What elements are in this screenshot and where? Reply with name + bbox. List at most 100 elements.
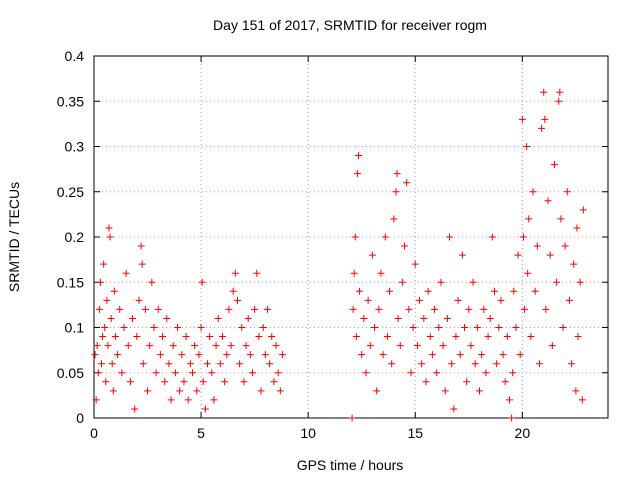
data-point (388, 360, 396, 368)
data-point (124, 342, 132, 350)
data-point (364, 296, 372, 304)
data-point (150, 324, 158, 331)
data-point (568, 360, 576, 368)
data-point (257, 387, 265, 395)
data-point (94, 369, 102, 377)
data-point (508, 414, 516, 422)
data-point (206, 333, 214, 341)
data-point (578, 396, 586, 404)
data-point (231, 269, 239, 277)
data-point (272, 342, 280, 350)
data-point (390, 215, 398, 223)
data-point (358, 351, 366, 359)
y-tick-label: 0.4 (65, 48, 85, 64)
data-point (557, 215, 565, 223)
data-point (452, 333, 460, 341)
data-point (244, 314, 252, 322)
data-point (428, 351, 436, 359)
y-tick-label: 0.1 (65, 320, 85, 336)
data-point (446, 233, 454, 241)
data-point (110, 287, 118, 295)
data-point (424, 287, 432, 295)
data-point (356, 287, 364, 295)
data-point (233, 296, 241, 304)
data-point (223, 351, 231, 359)
data-point (137, 242, 145, 250)
data-point (433, 369, 441, 377)
data-point (100, 260, 108, 268)
data-point (546, 251, 554, 259)
data-point (420, 314, 428, 322)
data-point (553, 278, 561, 286)
data-point (111, 333, 119, 341)
data-point (520, 305, 528, 313)
data-point (108, 360, 116, 368)
data-point (109, 387, 117, 395)
data-point (246, 351, 254, 359)
data-point (371, 324, 379, 331)
data-point (393, 170, 401, 178)
data-point (518, 115, 526, 123)
data-point (514, 251, 522, 259)
y-tick-label: 0.2 (65, 229, 85, 245)
data-point (488, 233, 496, 241)
y-tick-label: 0.05 (57, 365, 84, 381)
data-point (120, 324, 128, 331)
data-point (107, 314, 115, 322)
data-point (362, 369, 370, 377)
data-point (212, 342, 220, 350)
data-point (572, 387, 580, 395)
data-point (559, 324, 567, 331)
data-point (103, 296, 111, 304)
data-point (178, 351, 186, 359)
data-point (519, 233, 527, 241)
data-point (118, 369, 126, 377)
data-point (403, 179, 411, 187)
data-point (97, 360, 105, 368)
data-point (377, 269, 385, 277)
data-point (152, 369, 160, 377)
data-point (266, 360, 274, 368)
data-point (396, 342, 404, 350)
data-point (482, 369, 490, 377)
data-point (93, 342, 101, 350)
data-point (259, 324, 267, 331)
data-point (441, 387, 449, 395)
data-point (448, 360, 456, 368)
data-point (548, 342, 556, 350)
data-point (163, 314, 171, 322)
data-point (161, 378, 169, 386)
data-point (167, 396, 175, 404)
data-point (501, 378, 509, 386)
data-point (105, 224, 113, 232)
data-point (413, 342, 421, 350)
data-point (278, 351, 286, 359)
data-point (579, 206, 587, 214)
data-point (467, 342, 475, 350)
data-point (499, 351, 507, 359)
data-point (159, 333, 167, 341)
data-point (555, 97, 563, 105)
data-point (443, 314, 451, 322)
data-point (405, 305, 413, 313)
data-point (171, 369, 179, 377)
data-point (350, 269, 358, 277)
data-point (565, 296, 573, 304)
data-point (208, 369, 216, 377)
data-point (184, 396, 192, 404)
data-point (180, 378, 188, 386)
data-point (542, 305, 550, 313)
data-point (381, 233, 389, 241)
data-point (503, 333, 511, 341)
data-point (360, 314, 368, 322)
y-tick-label: 0.35 (57, 93, 84, 109)
data-point (101, 324, 109, 331)
data-points (91, 88, 587, 422)
y-tick-label: 0.3 (65, 139, 85, 155)
data-point (524, 269, 532, 277)
data-point (527, 333, 535, 341)
data-point (104, 342, 112, 350)
x-tick-label: 20 (515, 425, 531, 441)
data-point (431, 305, 439, 313)
